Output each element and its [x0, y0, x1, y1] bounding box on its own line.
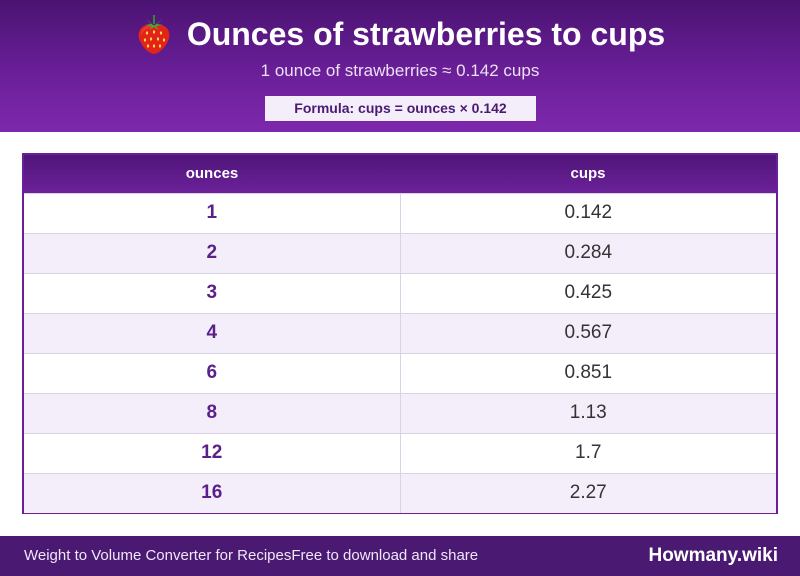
- ounces-cell: 6: [24, 352, 401, 393]
- ounces-cell: 8: [24, 392, 401, 433]
- footer-bar: Weight to Volume Converter for RecipesFr…: [0, 536, 800, 576]
- table-row: 6 0.851: [24, 352, 776, 393]
- table-row: 4 0.567: [24, 312, 776, 353]
- subtitle: 1 ounce of strawberries ≈ 0.142 cups: [260, 61, 540, 80]
- footer-share-note: Free to download and share: [291, 547, 479, 564]
- header-banner: Ounces of strawberries to cups 1 ounce o…: [0, 0, 800, 132]
- ounces-cell: 1: [24, 192, 401, 233]
- cups-cell: 0.567: [400, 312, 776, 353]
- title-row: Ounces of strawberries to cups: [0, 12, 800, 56]
- strawberry-icon: [138, 15, 170, 54]
- table-row: 16 2.27: [24, 472, 776, 513]
- conversion-table-grid: ounces cups 1 0.142 2 0.284 3 0.425 4 0.…: [24, 155, 776, 513]
- cups-cell: 0.284: [400, 232, 776, 273]
- page-title: Ounces of strawberries to cups: [186, 15, 666, 52]
- ounces-cell: 12: [24, 432, 401, 473]
- ounces-cell: 16: [24, 472, 401, 513]
- table-body: 1 0.142 2 0.284 3 0.425 4 0.567 6 0.851 …: [24, 192, 776, 513]
- column-header-cups: cups: [570, 165, 606, 183]
- table-row: 12 1.7: [24, 432, 776, 473]
- cups-cell: 1.13: [400, 392, 776, 433]
- cups-cell: 0.425: [400, 272, 776, 313]
- cups-cell: 1.7: [400, 432, 776, 473]
- table-row: 3 0.425: [24, 272, 776, 313]
- cups-cell: 2.27: [400, 472, 776, 513]
- ounces-cell: 3: [24, 272, 401, 313]
- cups-cell: 0.851: [400, 352, 776, 393]
- table-header-row: ounces cups: [24, 155, 776, 193]
- table-row: 8 1.13: [24, 392, 776, 433]
- table-row: 1 0.142: [24, 192, 776, 233]
- table-header: ounces cups: [24, 155, 776, 193]
- footer-tagline: Weight to Volume Converter for RecipesFr…: [24, 536, 478, 576]
- table-row: 2 0.284: [24, 232, 776, 273]
- brand-logo[interactable]: Howmany.wiki: [648, 545, 778, 566]
- ounces-cell: 4: [24, 312, 401, 353]
- formula-badge: Formula: cups = ounces × 0.142: [265, 96, 536, 121]
- ounces-cell: 2: [24, 232, 401, 273]
- footer-converter-name: Weight to Volume Converter for Recipes: [24, 547, 292, 564]
- conversion-table: ounces cups 1 0.142 2 0.284 3 0.425 4 0.…: [22, 153, 778, 514]
- column-header-ounces: ounces: [185, 165, 239, 183]
- cups-cell: 0.142: [400, 192, 776, 233]
